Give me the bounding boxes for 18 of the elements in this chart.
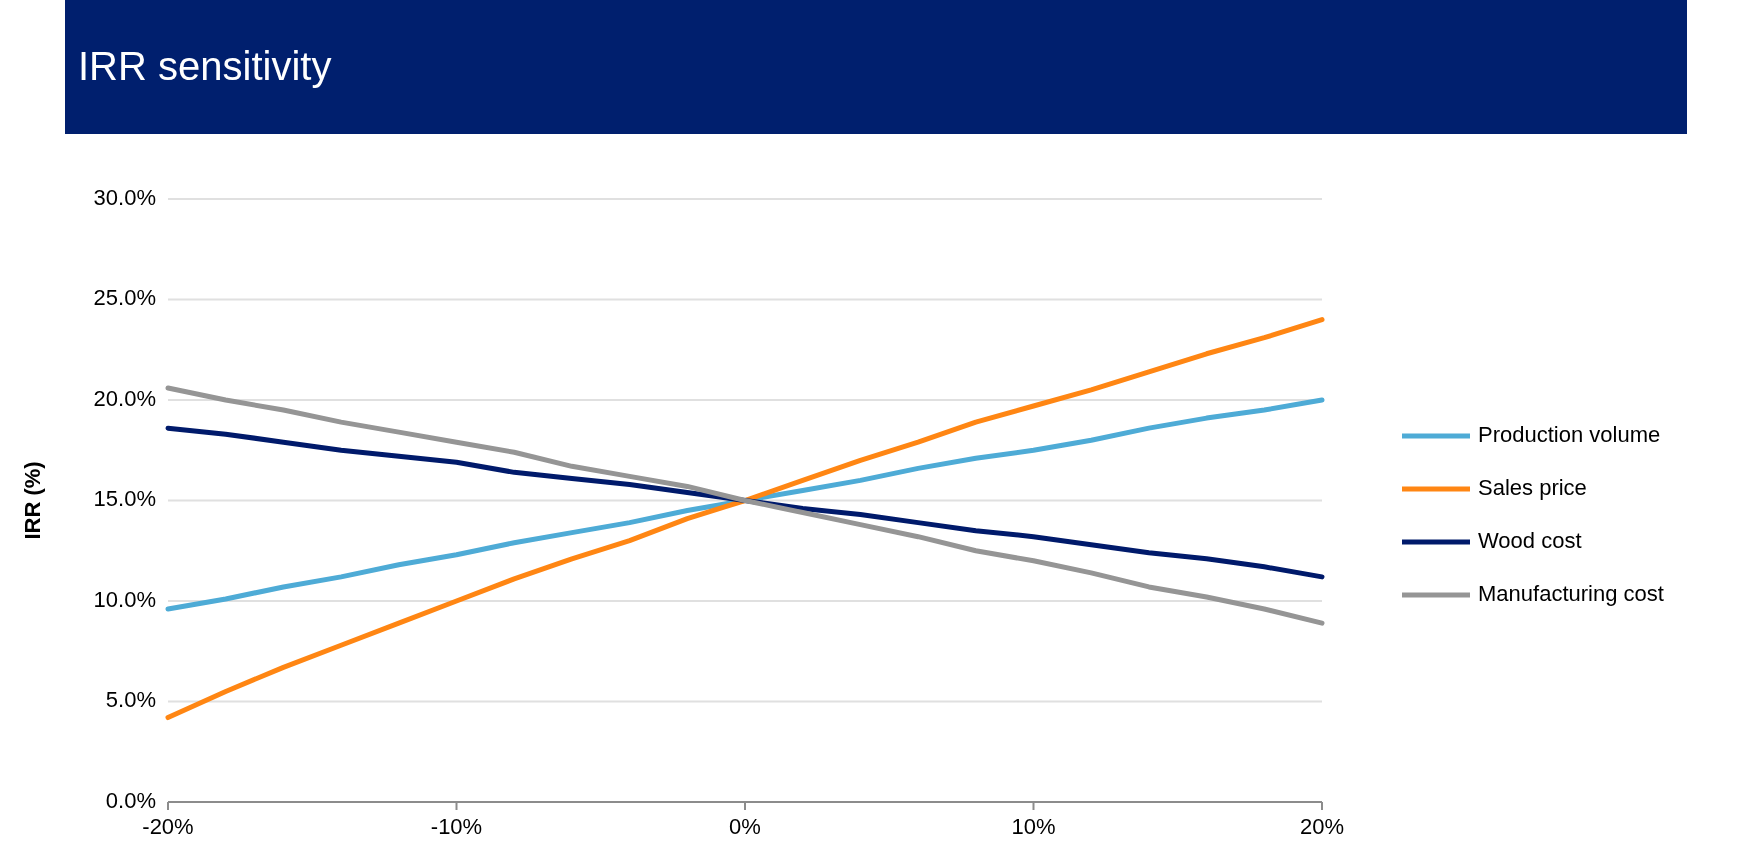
x-tick-label: 20% (1299, 814, 1345, 839)
x-tick-label: -10% (430, 814, 483, 839)
x-tick-label: 10% (1011, 814, 1056, 839)
x-tick-label: -20% (142, 814, 194, 839)
y-tick-label: 15.0% (93, 486, 156, 512)
y-axis-title: IRR (%) (20, 461, 45, 540)
y-tick-label: 25.0% (93, 285, 156, 311)
y-tick-label: 0.0% (105, 787, 156, 813)
x-tick-label: 0% (729, 814, 761, 839)
legend-label: Wood cost (1478, 527, 1582, 553)
y-tick-label: 5.0% (105, 687, 156, 713)
chart-title: IRR sensitivity (78, 44, 332, 88)
y-tick-label: 30.0% (93, 184, 156, 210)
y-tick-label: 10.0% (93, 586, 156, 612)
legend-label: Sales price (1478, 474, 1587, 500)
y-tick-label: 20.0% (93, 385, 156, 411)
legend-label: Production volume (1478, 421, 1661, 447)
legend-label: Manufacturing cost (1478, 580, 1664, 606)
